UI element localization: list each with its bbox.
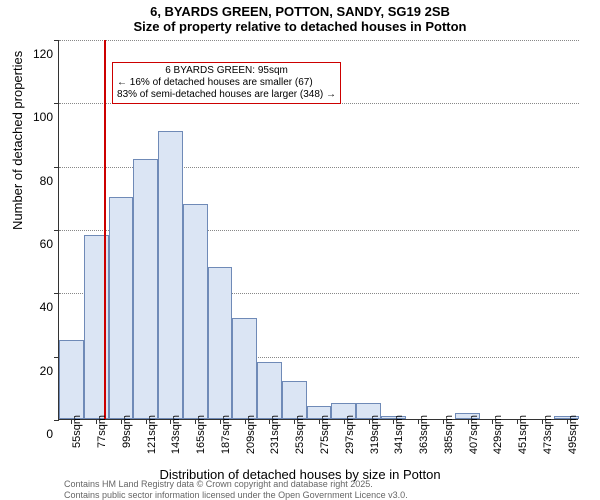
reference-line (104, 40, 106, 419)
y-tick-mark (54, 167, 59, 168)
footer-line-1: Contains HM Land Registry data © Crown c… (64, 479, 600, 489)
x-tick-label: 473sqm (542, 415, 554, 454)
x-tick-label: 297sqm (344, 415, 356, 454)
histogram-bar (257, 362, 282, 419)
y-tick-label: 0 (23, 427, 53, 441)
y-tick-label: 60 (23, 237, 53, 251)
callout-line: ← 16% of detached houses are smaller (67… (117, 77, 336, 89)
chart-area: 02040608010012055sqm77sqm99sqm121sqm143s… (58, 40, 578, 420)
histogram-bar (59, 340, 84, 419)
x-tick-label: 99sqm (121, 415, 133, 448)
x-tick-label: 363sqm (418, 415, 430, 454)
y-tick-mark (54, 293, 59, 294)
y-tick-mark (54, 40, 59, 41)
histogram-bar (109, 197, 134, 419)
x-tick-label: 407sqm (468, 415, 480, 454)
histogram-bar (282, 381, 307, 419)
title-line-2: Size of property relative to detached ho… (0, 19, 600, 34)
x-tick-label: 429sqm (492, 415, 504, 454)
x-tick-label: 231sqm (269, 415, 281, 454)
histogram-bar (158, 131, 183, 419)
plot-region: 02040608010012055sqm77sqm99sqm121sqm143s… (58, 40, 578, 420)
x-tick-label: 187sqm (220, 415, 232, 454)
histogram-bar (208, 267, 233, 419)
callout-line: 6 BYARDS GREEN: 95sqm (117, 65, 336, 77)
callout-line: 83% of semi-detached houses are larger (… (117, 89, 336, 101)
x-tick-label: 495sqm (567, 415, 579, 454)
x-tick-label: 275sqm (319, 415, 331, 454)
x-tick-label: 341sqm (393, 415, 405, 454)
attribution-footer: Contains HM Land Registry data © Crown c… (0, 479, 600, 500)
x-tick-label: 253sqm (294, 415, 306, 454)
chart-title: 6, BYARDS GREEN, POTTON, SANDY, SG19 2SB… (0, 0, 600, 34)
x-tick-label: 143sqm (170, 415, 182, 454)
gridline (59, 40, 579, 41)
y-tick-label: 80 (23, 174, 53, 188)
y-tick-label: 100 (23, 110, 53, 124)
y-tick-label: 40 (23, 300, 53, 314)
x-tick-label: 451sqm (517, 415, 529, 454)
y-tick-mark (54, 103, 59, 104)
x-tick-label: 121sqm (146, 415, 158, 454)
x-tick-label: 165sqm (195, 415, 207, 454)
y-tick-mark (54, 230, 59, 231)
reference-callout: 6 BYARDS GREEN: 95sqm← 16% of detached h… (112, 62, 341, 104)
x-tick-label: 77sqm (96, 415, 108, 448)
y-tick-label: 120 (23, 47, 53, 61)
x-tick-label: 385sqm (443, 415, 455, 454)
footer-line-2: Contains public sector information licen… (64, 490, 600, 500)
title-line-1: 6, BYARDS GREEN, POTTON, SANDY, SG19 2SB (0, 4, 600, 19)
y-tick-mark (54, 420, 59, 421)
x-tick-label: 55sqm (71, 415, 83, 448)
x-tick-label: 209sqm (245, 415, 257, 454)
y-tick-label: 20 (23, 364, 53, 378)
x-tick-label: 319sqm (369, 415, 381, 454)
y-axis-label: Number of detached properties (10, 51, 25, 230)
histogram-bar (183, 204, 208, 419)
histogram-bar (232, 318, 257, 419)
histogram-bar (133, 159, 158, 419)
